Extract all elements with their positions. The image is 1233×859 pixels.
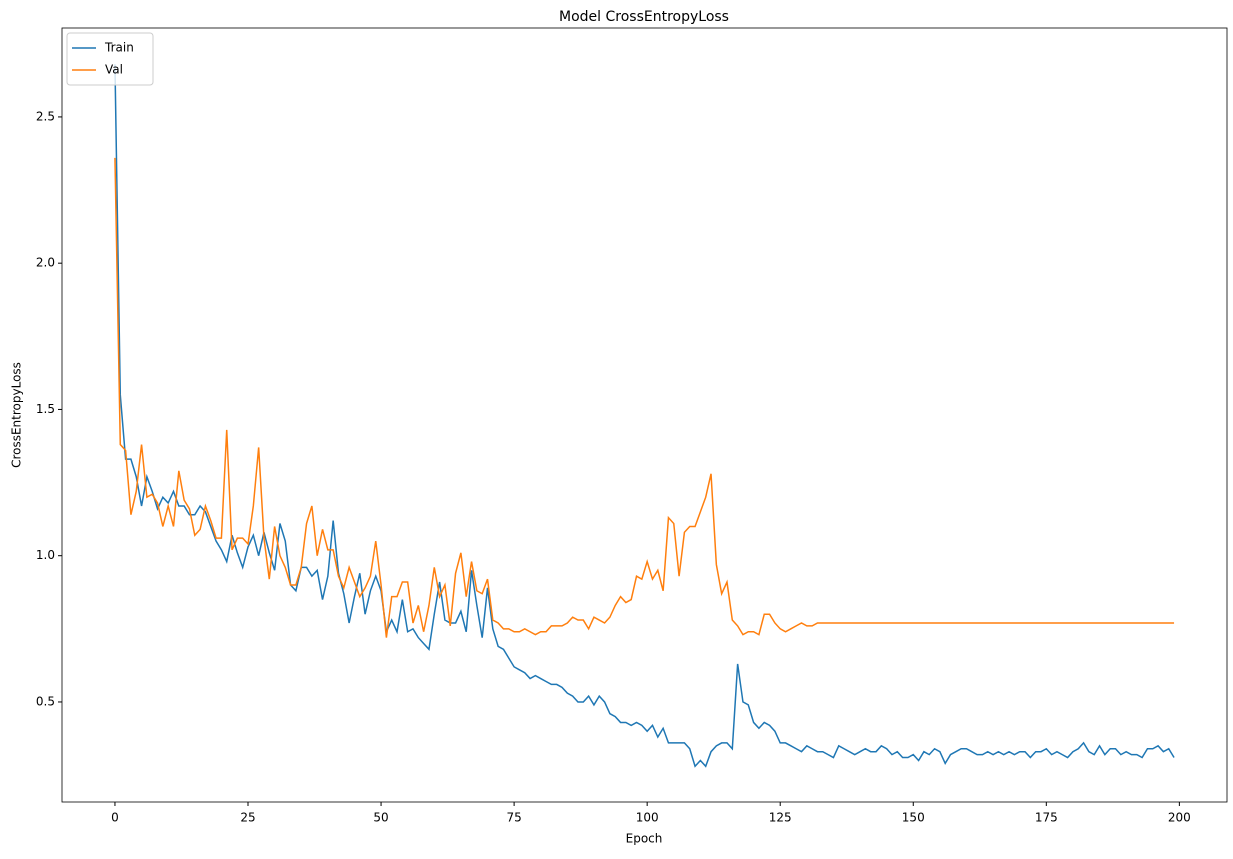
x-tick-label: 100 (636, 811, 659, 825)
plot-frame (61, 27, 1228, 803)
x-tick-label: 0 (111, 811, 119, 825)
x-tick-label: 175 (1035, 811, 1058, 825)
series-line (114, 157, 1175, 638)
y-tick-label: 2.5 (36, 109, 55, 123)
x-tick-label: 50 (373, 811, 388, 825)
x-tick-label: 25 (240, 811, 255, 825)
y-tick-label: 1.0 (36, 548, 55, 562)
x-axis-label: Epoch (626, 832, 663, 846)
y-tick-label: 1.5 (36, 402, 55, 416)
y-axis-label: CrossEntropyLoss (10, 362, 24, 468)
x-tick-label: 75 (506, 811, 521, 825)
x-tick-label: 125 (769, 811, 792, 825)
series-line (114, 64, 1175, 768)
x-tick-label: 150 (902, 811, 925, 825)
legend-label: Val (105, 63, 123, 77)
legend-box (66, 32, 154, 86)
legend-label: Train (104, 41, 134, 55)
chart-title: Model CrossEntropyLoss (559, 9, 729, 25)
y-tick-label: 2.0 (36, 256, 55, 270)
x-tick-label: 200 (1168, 811, 1191, 825)
y-tick-label: 0.5 (36, 694, 55, 708)
